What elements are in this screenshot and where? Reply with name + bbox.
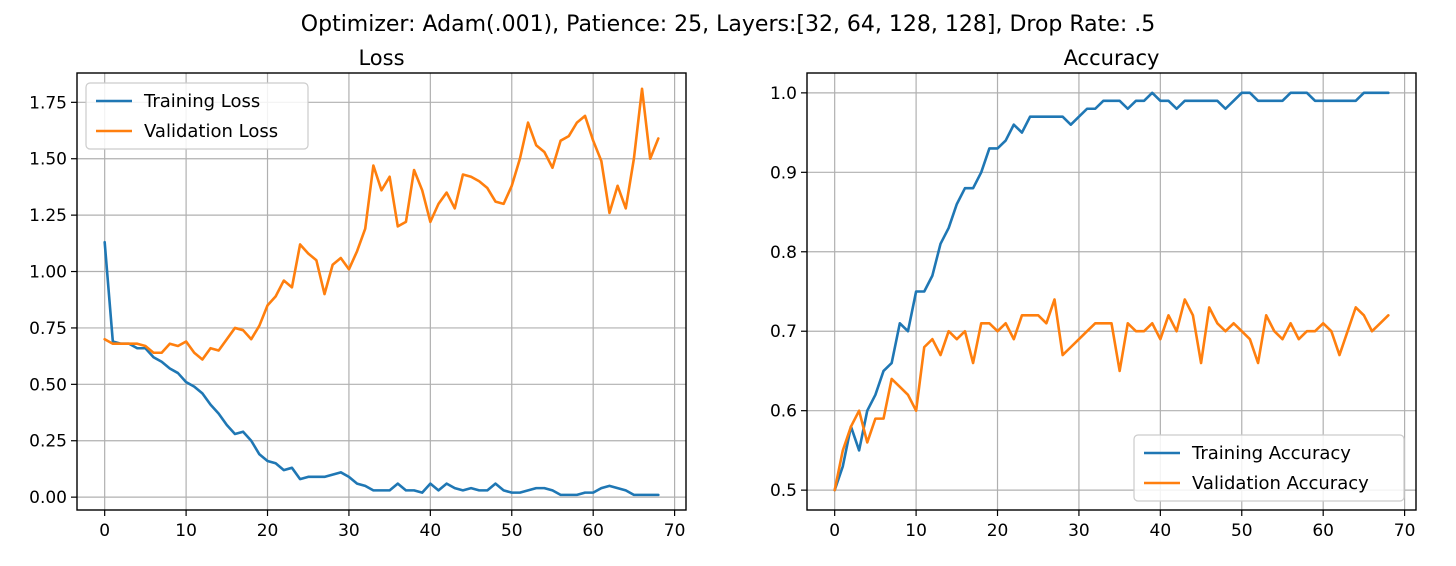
y-tick-label: 0.8 (770, 243, 797, 263)
x-tick-label: 50 (501, 521, 523, 541)
legend-label-validation-accuracy: Validation Accuracy (1192, 473, 1369, 494)
legend: Training Loss Validation Loss (85, 82, 309, 150)
x-tick-label: 70 (664, 521, 686, 541)
x-tick-label: 10 (175, 521, 197, 541)
validation-loss-line (103, 87, 660, 361)
legend: Training Accuracy Validation Accuracy (1133, 434, 1405, 502)
y-tick-label: 1.25 (29, 206, 67, 226)
legend-label-training-loss: Training Loss (143, 91, 260, 112)
legend-label-training-accuracy: Training Accuracy (1191, 443, 1351, 464)
x-tick-label: 0 (99, 521, 110, 541)
y-tick-label: 0.7 (770, 322, 797, 342)
axes-frame (806, 72, 1417, 511)
y-tick-label: 1.75 (29, 93, 67, 113)
x-tick-label: 30 (1068, 521, 1090, 541)
x-tick-label: 30 (338, 521, 360, 541)
y-tick-label: 0.5 (770, 481, 797, 501)
figure-suptitle: Optimizer: Adam(.001), Patience: 25, Lay… (300, 12, 1156, 37)
y-tick-label: 0.50 (29, 375, 67, 395)
x-tick-label: 40 (420, 521, 442, 541)
x-tick-label: 40 (1150, 521, 1172, 541)
legend-label-validation-loss: Validation Loss (144, 121, 278, 142)
x-tick-label: 70 (1394, 521, 1416, 541)
y-tick-label: 0.00 (29, 488, 67, 508)
accuracy-subplot: 0 10 20 30 40 50 60 70 0.5 0.6 0.7 0.8 0.9 1.0 Accurac… (770, 46, 1417, 541)
validation-accuracy-line (833, 298, 1390, 492)
training-accuracy-line (833, 91, 1390, 492)
axes-frame (76, 72, 687, 511)
x-tick-label: 60 (1312, 521, 1334, 541)
subplot-title: Loss (358, 46, 404, 70)
legend-box (1133, 434, 1405, 502)
y-tick-label: 0.6 (770, 402, 797, 422)
x-tick-label: 0 (829, 521, 840, 541)
x-tick-label: 10 (905, 521, 927, 541)
y-tick-label: 0.25 (29, 432, 67, 452)
y-tick-label: 0.9 (770, 163, 797, 183)
legend-box (85, 82, 309, 150)
training-loss-line (103, 240, 660, 497)
loss-subplot: 0 10 20 30 40 50 60 70 0.00 0.25 0.50 0.75 1.00 1.25 1… (29, 46, 687, 541)
x-tick-label: 20 (987, 521, 1009, 541)
y-tick-label: 1.50 (29, 150, 67, 170)
x-tick-label: 50 (1231, 521, 1253, 541)
y-tick-label: 1.00 (29, 263, 67, 283)
subplot-title: Accuracy (1064, 46, 1160, 70)
x-tick-label: 20 (257, 521, 279, 541)
x-tick-label: 60 (582, 521, 604, 541)
y-tick-label: 0.75 (29, 319, 67, 339)
y-tick-label: 1.0 (770, 84, 797, 104)
